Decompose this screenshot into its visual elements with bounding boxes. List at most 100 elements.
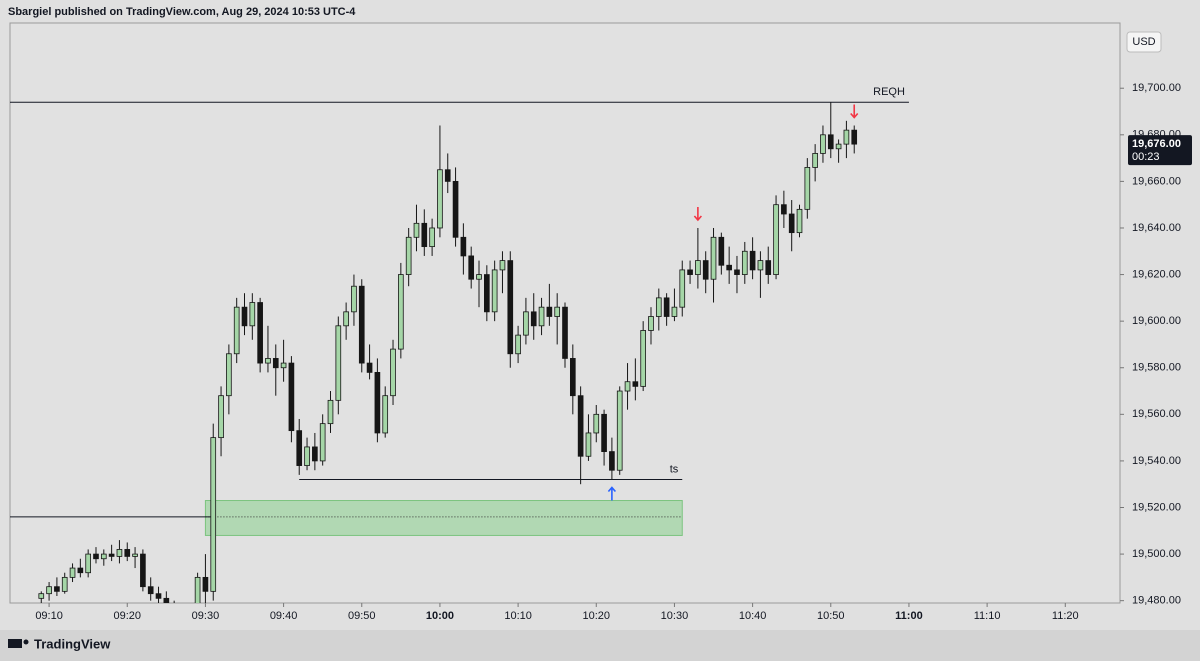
candle-body	[77, 567, 84, 574]
candle-body	[710, 236, 717, 280]
candle-body	[491, 269, 498, 313]
candle-body	[562, 306, 568, 359]
arrow	[693, 207, 702, 222]
candle-body	[100, 553, 107, 560]
candle-body	[585, 432, 592, 457]
x-tick-label: 10:00	[426, 610, 454, 622]
candle-body	[648, 316, 654, 331]
x-tick-label: 10:30	[661, 610, 689, 622]
candle-body	[796, 208, 803, 234]
candle-body	[444, 169, 451, 182]
x-tick-label: 09:20	[113, 610, 141, 622]
candle-body	[827, 134, 834, 150]
candle-body	[476, 274, 482, 280]
candle-body	[398, 274, 404, 350]
candle-body	[69, 567, 76, 578]
level-label: REQH	[873, 86, 905, 98]
y-tick-label: 19,520.00	[1132, 501, 1181, 513]
candle-body	[812, 153, 818, 168]
candle-body	[452, 180, 459, 238]
candle-body	[437, 169, 443, 229]
candle-body	[788, 213, 795, 234]
candle-body	[147, 586, 154, 595]
candle-body	[671, 306, 678, 317]
candle-body	[202, 576, 209, 592]
candle-body	[429, 227, 435, 248]
candle-body	[366, 362, 373, 373]
candle-body	[624, 381, 631, 392]
candle-body	[124, 549, 131, 557]
candle-body	[468, 255, 475, 280]
candle-body	[663, 297, 670, 317]
x-tick-label: 10:50	[817, 610, 845, 622]
candle-body	[116, 549, 123, 557]
candle-body	[484, 274, 490, 313]
x-tick-label: 11:20	[1052, 610, 1079, 622]
candle-body	[515, 334, 521, 355]
candle-body	[757, 260, 764, 271]
candle-body	[335, 325, 342, 401]
y-tick-label: 19,700.00	[1132, 82, 1181, 94]
candle-body	[226, 353, 232, 397]
candle-body	[632, 381, 639, 387]
y-tick-label: 19,600.00	[1132, 315, 1181, 327]
candle-body	[272, 358, 279, 369]
x-tick-label: 10:20	[583, 610, 611, 622]
candle-body	[93, 553, 99, 560]
candle-body	[734, 269, 740, 275]
candle-body	[382, 395, 389, 434]
candle-body	[601, 413, 607, 452]
footer-brand: TradingView	[34, 636, 111, 651]
y-tick-label: 19,500.00	[1132, 548, 1181, 560]
arrow	[850, 104, 859, 119]
footer-bar	[0, 630, 1200, 661]
candle-body	[687, 269, 693, 275]
x-tick-label: 10:40	[739, 610, 767, 622]
candle-body	[343, 311, 349, 327]
candle-body	[804, 167, 811, 210]
candle-body	[609, 451, 615, 471]
price-tag-countdown: 00:23	[1132, 151, 1160, 163]
price-tag-label: 19,676.00	[1132, 138, 1181, 150]
candle-body	[358, 285, 365, 364]
candle-body	[640, 330, 646, 387]
candle-body	[38, 593, 45, 599]
x-tick-label: 11:00	[895, 610, 923, 622]
candle-body	[194, 576, 201, 603]
candle-body	[163, 597, 170, 603]
candle-body	[61, 576, 68, 592]
candle-body	[85, 553, 91, 574]
candle-body	[773, 204, 779, 275]
x-tick-label: 09:10	[35, 610, 63, 622]
candle-body	[499, 260, 506, 271]
candle-body	[523, 311, 529, 336]
candle-body	[781, 204, 787, 215]
candle-body	[132, 553, 138, 557]
candle-body	[218, 395, 224, 439]
candle-body	[421, 222, 428, 248]
candle-body	[695, 260, 701, 275]
candle-body	[304, 446, 310, 466]
candle-body	[241, 306, 248, 327]
x-tick-label: 10:10	[504, 610, 532, 622]
y-tick-label: 19,540.00	[1132, 455, 1181, 467]
zone	[204, 500, 683, 536]
x-tick-label: 11:10	[974, 610, 1001, 622]
candle-body	[507, 260, 514, 355]
candle-body	[390, 348, 396, 397]
candle-body	[765, 260, 772, 275]
candle-body	[327, 399, 334, 425]
candle-body	[820, 134, 826, 154]
y-tick-label: 19,620.00	[1132, 268, 1181, 280]
y-tick-label: 19,580.00	[1132, 362, 1181, 374]
candle-body	[577, 395, 584, 457]
candle-body	[46, 586, 52, 595]
candle-body	[54, 586, 60, 592]
plot	[10, 101, 909, 603]
candle-body	[835, 143, 842, 150]
candle-body	[374, 371, 381, 434]
candle-body	[140, 553, 146, 588]
candle-body	[460, 236, 467, 257]
